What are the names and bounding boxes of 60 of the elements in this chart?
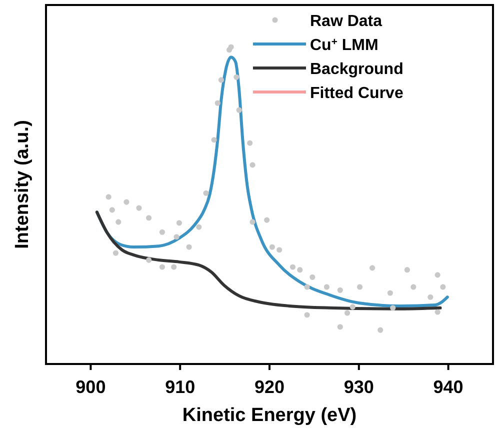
point xyxy=(124,199,130,205)
point xyxy=(106,194,112,200)
point xyxy=(196,224,202,230)
y-axis-title: Intensity (a.u.) xyxy=(12,120,33,249)
point xyxy=(390,305,396,311)
x-tick-label: 930 xyxy=(344,377,374,397)
legend-label: Background xyxy=(310,61,404,78)
point xyxy=(214,100,220,106)
point xyxy=(410,284,416,290)
point xyxy=(370,265,376,271)
point xyxy=(264,217,270,223)
point xyxy=(236,107,242,113)
point xyxy=(136,205,142,211)
point xyxy=(146,257,152,263)
x-tick-label: 910 xyxy=(165,377,196,397)
point xyxy=(356,284,363,290)
point xyxy=(434,309,440,315)
point xyxy=(109,207,115,213)
point xyxy=(276,247,282,253)
point xyxy=(176,220,182,226)
point xyxy=(304,312,310,318)
point xyxy=(159,229,166,235)
point xyxy=(337,324,343,330)
point xyxy=(378,327,384,333)
point xyxy=(350,304,356,310)
x-tick-label: 940 xyxy=(433,377,464,397)
legend-label: Cu$^{+}$ LMM xyxy=(310,36,378,54)
point xyxy=(116,219,122,225)
point xyxy=(290,264,296,270)
point xyxy=(250,219,256,225)
point xyxy=(310,274,316,280)
point xyxy=(228,44,234,50)
point xyxy=(269,244,275,250)
point xyxy=(434,272,440,278)
point xyxy=(218,77,224,83)
point xyxy=(112,250,119,256)
point xyxy=(344,310,350,316)
point xyxy=(250,162,256,168)
point xyxy=(404,267,410,273)
point xyxy=(337,287,343,293)
x-tick-label: 920 xyxy=(254,377,285,397)
point xyxy=(234,74,240,80)
point xyxy=(428,294,434,300)
point xyxy=(159,264,166,270)
point xyxy=(247,140,253,146)
point xyxy=(146,215,152,221)
x-tick-label: 900 xyxy=(76,377,106,397)
legend-label: Fitted Curve xyxy=(310,85,404,102)
point xyxy=(440,284,446,290)
point xyxy=(211,137,217,143)
point xyxy=(174,234,180,240)
point xyxy=(297,267,303,273)
point xyxy=(203,190,209,196)
point xyxy=(304,284,310,290)
point xyxy=(387,290,393,296)
x-axis-title: Kinetic Energy (eV) xyxy=(182,405,357,426)
legend-label: Raw Data xyxy=(310,13,382,30)
point xyxy=(186,244,192,250)
point xyxy=(324,284,330,290)
point xyxy=(171,264,177,270)
